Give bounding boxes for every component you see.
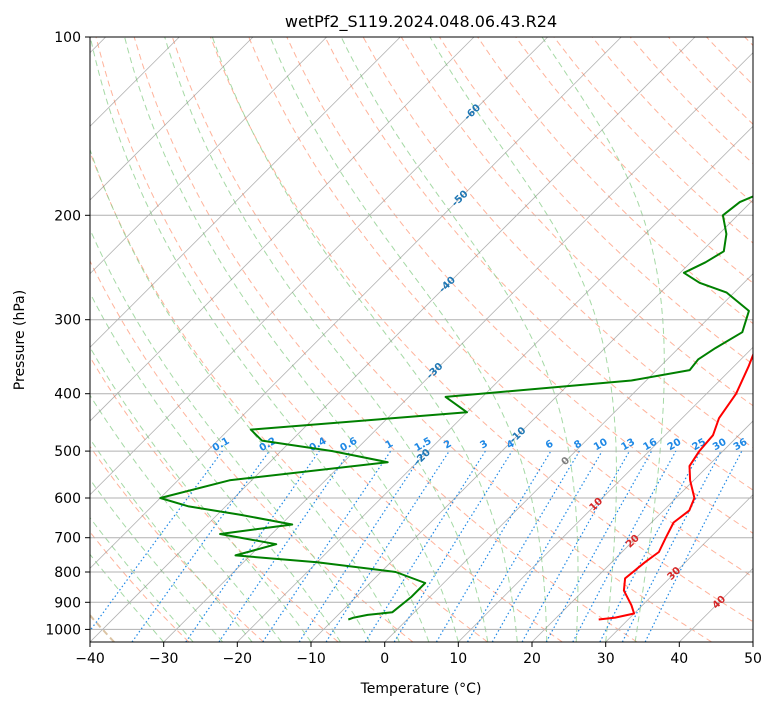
mixing-ratio-line — [644, 450, 743, 642]
mixing-ratio-label: 4 — [505, 438, 517, 451]
mixing-ratio-line — [572, 450, 677, 642]
mixing-ratio-line — [545, 450, 653, 642]
dry-adiabat-line — [209, 37, 753, 623]
mixing-ratio-label: 2 — [442, 438, 454, 451]
isotherm-line — [90, 37, 622, 569]
moist-adiabat-line — [90, 228, 371, 642]
x-axis-ticks: −40 −30 −20 −10 0 10 20 30 40 50 — [75, 642, 762, 667]
mixing-ratio-label: 3 — [478, 438, 490, 451]
x-tick-label: 50 — [744, 651, 762, 667]
temperature-profile-line — [598, 352, 753, 621]
y-tick-label: 500 — [54, 444, 81, 460]
mixing-ratio-line — [131, 450, 270, 642]
isotherm-line — [90, 37, 475, 422]
moist-adiabat-line — [164, 37, 489, 642]
dry-adiabat-line — [90, 445, 264, 642]
y-tick-label: 200 — [54, 208, 81, 224]
dry-adiabat-line — [90, 356, 339, 642]
x-tick-label: 20 — [523, 651, 541, 667]
mixing-ratio-line — [325, 450, 450, 642]
dry-adiabat-line — [400, 37, 753, 407]
moist-adiabat-line — [90, 394, 282, 642]
isotherm-line — [237, 125, 753, 642]
moist-adiabat-line — [269, 37, 548, 642]
y-axis-ticks: 100 200 300 400 500 600 700 800 900 1000 — [45, 30, 90, 638]
mixing-ratio-label: 6 — [544, 438, 556, 451]
x-tick-label: 30 — [597, 651, 615, 667]
x-tick-label: −20 — [223, 651, 253, 667]
dry-adiabats — [90, 37, 753, 642]
mixing-ratio-line — [298, 450, 425, 642]
y-tick-label: 1000 — [45, 622, 81, 638]
y-tick-label: 400 — [54, 387, 81, 403]
dewpoint-profile-line — [159, 195, 753, 621]
mixing-ratio-line — [185, 450, 320, 642]
mixing-ratio-line — [262, 450, 392, 642]
y-tick-label: 900 — [54, 595, 81, 611]
mixing-ratio-label: 8 — [572, 438, 584, 451]
isotherm-line — [310, 199, 753, 642]
isotherm-line — [605, 494, 753, 642]
moist-adiabat-line — [90, 553, 165, 642]
isotherm-line — [90, 37, 254, 201]
x-tick-label: 40 — [670, 651, 688, 667]
mixing-ratio-line — [218, 450, 351, 642]
mixing-ratio-line — [521, 450, 631, 642]
isotherm-line — [458, 346, 753, 642]
moist-adiabat-line — [340, 37, 579, 642]
dry-adiabat-line — [90, 259, 414, 642]
y-tick-label: 800 — [54, 565, 81, 581]
plot-frame — [89, 36, 754, 643]
x-axis-label: Temperature (°C) — [360, 681, 482, 697]
isotherm-line — [531, 420, 753, 642]
moist-adiabats — [90, 37, 665, 642]
isotherm-line — [90, 37, 548, 496]
mixing-ratio-line — [90, 450, 223, 632]
plot-area: 0.10.20.40.611.52346810131620253036-100-… — [90, 37, 753, 642]
isotherm-line — [90, 37, 696, 642]
x-tick-label: 10 — [449, 651, 467, 667]
dry-adiabat-line — [171, 37, 712, 642]
dry-adiabat-line — [515, 37, 753, 284]
y-tick-label: 300 — [54, 313, 81, 329]
isotherm-line — [90, 37, 327, 275]
x-tick-label: −40 — [75, 651, 105, 667]
mixing-ratio-line — [393, 450, 513, 642]
dry-adiabat-line — [95, 37, 563, 642]
pressure-grid — [90, 37, 753, 630]
isotherm-line — [90, 37, 401, 348]
isotherm-line — [384, 273, 753, 642]
mixing-ratio-label: 1 — [384, 438, 396, 451]
dry-adiabat-line — [438, 37, 753, 366]
moist-adiabat-line — [541, 37, 665, 642]
dry-adiabat-line — [90, 150, 488, 642]
chart-title: wetPf2_S119.2024.048.06.43.R24 — [285, 12, 557, 32]
moist-adiabat-line — [429, 37, 617, 642]
mixing-ratio-lines — [90, 450, 743, 642]
sounding-series — [159, 195, 753, 621]
x-tick-label: −30 — [149, 651, 179, 667]
y-axis-label: Pressure (hPa) — [12, 290, 28, 390]
y-tick-label: 700 — [54, 531, 81, 547]
dry-adiabat-line — [133, 37, 638, 642]
moist-adiabat-line — [90, 438, 253, 642]
x-tick-label: 0 — [380, 651, 389, 667]
moist-adiabat-line — [90, 516, 194, 642]
dry-adiabat-line — [477, 37, 753, 325]
moist-adiabat-line — [90, 37, 430, 642]
moist-adiabat-line — [124, 37, 459, 642]
moist-adiabat-line — [90, 292, 341, 642]
y-tick-label: 100 — [54, 30, 81, 46]
y-tick-label: 600 — [54, 491, 81, 507]
moist-adiabat-line — [90, 478, 223, 642]
x-tick-label: −10 — [296, 651, 326, 667]
moist-adiabat-line — [90, 148, 400, 642]
moist-adiabat-line — [211, 37, 518, 642]
